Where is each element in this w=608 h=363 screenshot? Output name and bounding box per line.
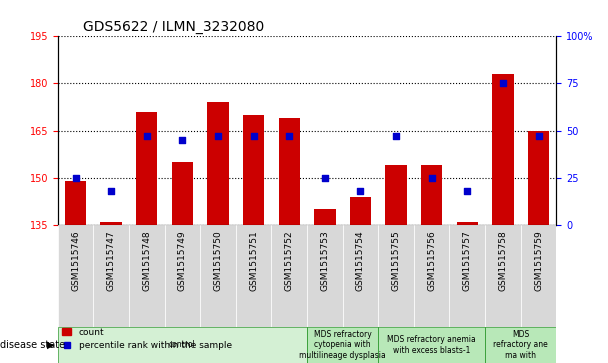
Bar — [457, 222, 478, 225]
Bar — [520, 225, 556, 327]
Bar — [94, 225, 129, 327]
Point — [71, 175, 80, 181]
Text: GSM1515752: GSM1515752 — [285, 230, 294, 291]
Text: disease state: disease state — [0, 340, 65, 350]
Bar — [200, 225, 236, 327]
Text: GDS5622 / ILMN_3232080: GDS5622 / ILMN_3232080 — [83, 20, 264, 34]
Bar — [278, 118, 300, 225]
Text: GSM1515747: GSM1515747 — [106, 230, 116, 291]
Bar — [385, 165, 407, 225]
Bar — [100, 222, 122, 225]
Bar — [485, 225, 520, 327]
Text: GSM1515749: GSM1515749 — [178, 230, 187, 291]
Bar — [449, 225, 485, 327]
Text: GSM1515746: GSM1515746 — [71, 230, 80, 291]
Text: GSM1515751: GSM1515751 — [249, 230, 258, 291]
Point — [391, 134, 401, 139]
Point — [498, 81, 508, 86]
Text: GSM1515754: GSM1515754 — [356, 230, 365, 291]
Legend: count, percentile rank within the sample: count, percentile rank within the sample — [62, 327, 232, 350]
Bar — [350, 197, 371, 225]
Text: MDS
refractory ane
ma with: MDS refractory ane ma with — [493, 330, 548, 360]
Bar — [421, 165, 443, 225]
Bar — [236, 225, 271, 327]
Bar — [243, 115, 264, 225]
Point — [356, 188, 365, 194]
Point — [285, 134, 294, 139]
Bar — [485, 327, 556, 363]
Text: GSM1515750: GSM1515750 — [213, 230, 223, 291]
Point — [534, 134, 544, 139]
Point — [142, 134, 151, 139]
Bar — [58, 225, 94, 327]
Bar — [207, 102, 229, 225]
Bar — [492, 74, 514, 225]
Point — [178, 137, 187, 143]
Point — [463, 188, 472, 194]
Point — [106, 188, 116, 194]
Text: GSM1515759: GSM1515759 — [534, 230, 543, 291]
Text: MDS refractory
cytopenia with
multilineage dysplasia: MDS refractory cytopenia with multilinea… — [299, 330, 386, 360]
Bar — [165, 225, 200, 327]
Bar — [307, 225, 343, 327]
Bar — [343, 225, 378, 327]
Point — [249, 134, 258, 139]
Text: GSM1515753: GSM1515753 — [320, 230, 330, 291]
Bar — [136, 112, 157, 225]
Point — [213, 134, 223, 139]
Point — [320, 175, 330, 181]
Bar — [528, 131, 549, 225]
Text: GSM1515757: GSM1515757 — [463, 230, 472, 291]
Bar — [378, 225, 414, 327]
Text: GSM1515755: GSM1515755 — [392, 230, 401, 291]
Bar — [414, 225, 449, 327]
Bar — [171, 162, 193, 225]
Text: control: control — [169, 340, 196, 349]
Bar — [58, 327, 307, 363]
Text: GSM1515758: GSM1515758 — [499, 230, 508, 291]
Text: ▶: ▶ — [47, 340, 55, 350]
Bar — [65, 181, 86, 225]
Bar — [378, 327, 485, 363]
Bar — [314, 209, 336, 225]
Text: MDS refractory anemia
with excess blasts-1: MDS refractory anemia with excess blasts… — [387, 335, 476, 355]
Text: GSM1515748: GSM1515748 — [142, 230, 151, 291]
Bar — [271, 225, 307, 327]
Bar — [129, 225, 165, 327]
Text: GSM1515756: GSM1515756 — [427, 230, 436, 291]
Point — [427, 175, 437, 181]
Bar — [307, 327, 378, 363]
